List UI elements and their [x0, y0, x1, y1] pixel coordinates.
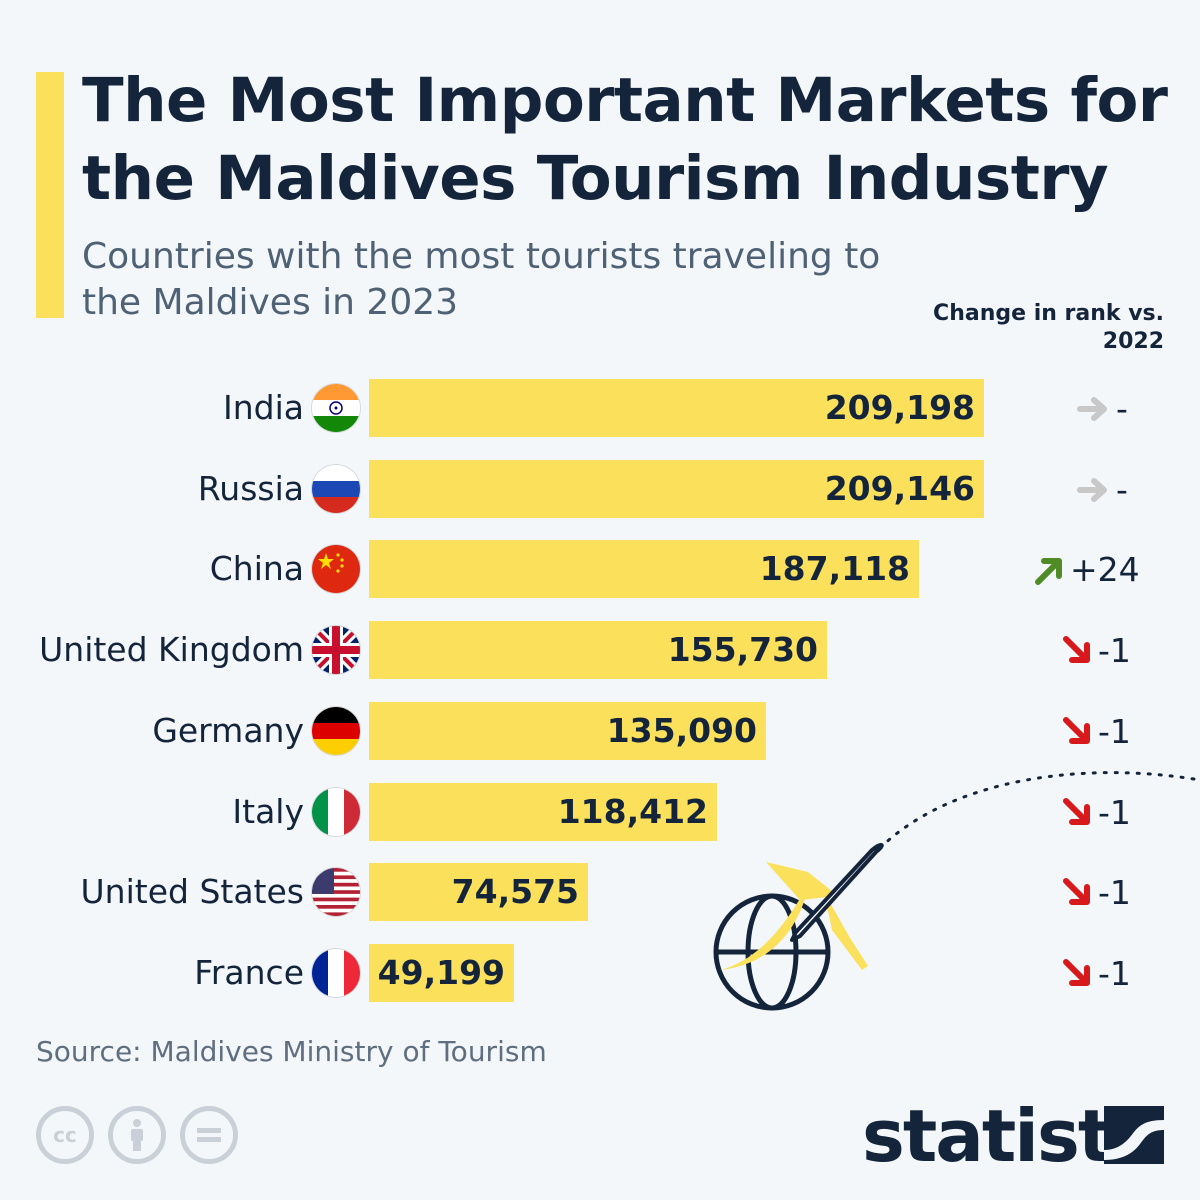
category-label: United States — [81, 871, 304, 913]
rank-change-label: - — [1116, 389, 1128, 429]
uk-flag-icon — [312, 626, 360, 674]
arrow-down-right-icon — [1058, 714, 1098, 750]
rank-change-label: +24 — [1070, 550, 1140, 590]
arrow-right-icon — [1076, 472, 1116, 508]
value-label: 118,412 — [558, 791, 708, 833]
svg-text:cc: cc — [53, 1123, 77, 1147]
category-label: China — [210, 548, 304, 590]
airplane-globe-illustration — [700, 760, 1200, 1020]
arrow-down-right-icon — [1058, 633, 1098, 669]
chart-row: Russia 209,146 - — [0, 460, 1200, 518]
category-label: Germany — [152, 710, 304, 752]
value-label: 135,090 — [607, 710, 757, 752]
category-label: India — [223, 387, 304, 429]
attribution-icon[interactable] — [108, 1106, 166, 1164]
chart-title: The Most Important Markets for the Maldi… — [82, 62, 1182, 218]
chart-row: Germany 135,090 -1 — [0, 702, 1200, 760]
value-label: 209,146 — [825, 468, 975, 510]
france-flag-icon — [312, 949, 360, 997]
rank-change: +24 — [1030, 550, 1170, 590]
usa-flag-icon — [312, 868, 360, 916]
russia-flag-icon — [312, 465, 360, 513]
arrow-up-right-icon — [1030, 552, 1070, 588]
source-note: Source: Maldives Ministry of Tourism — [36, 1034, 547, 1070]
chart-subtitle: Countries with the most tourists traveli… — [82, 234, 882, 326]
india-flag-icon — [312, 384, 360, 432]
rank-change-label: -1 — [1098, 631, 1131, 671]
no-derivatives-icon[interactable] — [180, 1106, 238, 1164]
statista-logo-icon[interactable] — [1104, 1106, 1164, 1164]
category-label: France — [194, 952, 304, 994]
value-label: 209,198 — [825, 387, 975, 429]
value-label: 155,730 — [668, 629, 818, 671]
italy-flag-icon — [312, 788, 360, 836]
rank-change: - — [1030, 389, 1170, 429]
change-header: Change in rank vs. 2022 — [904, 300, 1164, 356]
cc-icon[interactable]: cc — [36, 1106, 94, 1164]
accent-bar — [36, 72, 64, 318]
value-label: 74,575 — [452, 871, 579, 913]
rank-change: - — [1030, 470, 1170, 510]
chart-row: India 209,198 - — [0, 379, 1200, 437]
rank-change-label: -1 — [1098, 712, 1131, 752]
category-label: United Kingdom — [39, 629, 304, 671]
rank-change: -1 — [1030, 631, 1170, 671]
chart-row: China 187,118 +24 — [0, 540, 1200, 598]
category-label: Russia — [198, 468, 304, 510]
chart-row: United Kingdom 155,730 -1 — [0, 621, 1200, 679]
value-label: 49,199 — [378, 952, 505, 994]
arrow-right-icon — [1076, 391, 1116, 427]
rank-change: -1 — [1030, 712, 1170, 752]
category-label: Italy — [232, 791, 304, 833]
china-flag-icon — [312, 545, 360, 593]
value-label: 187,118 — [760, 548, 910, 590]
germany-flag-icon — [312, 707, 360, 755]
rank-change-label: - — [1116, 470, 1128, 510]
